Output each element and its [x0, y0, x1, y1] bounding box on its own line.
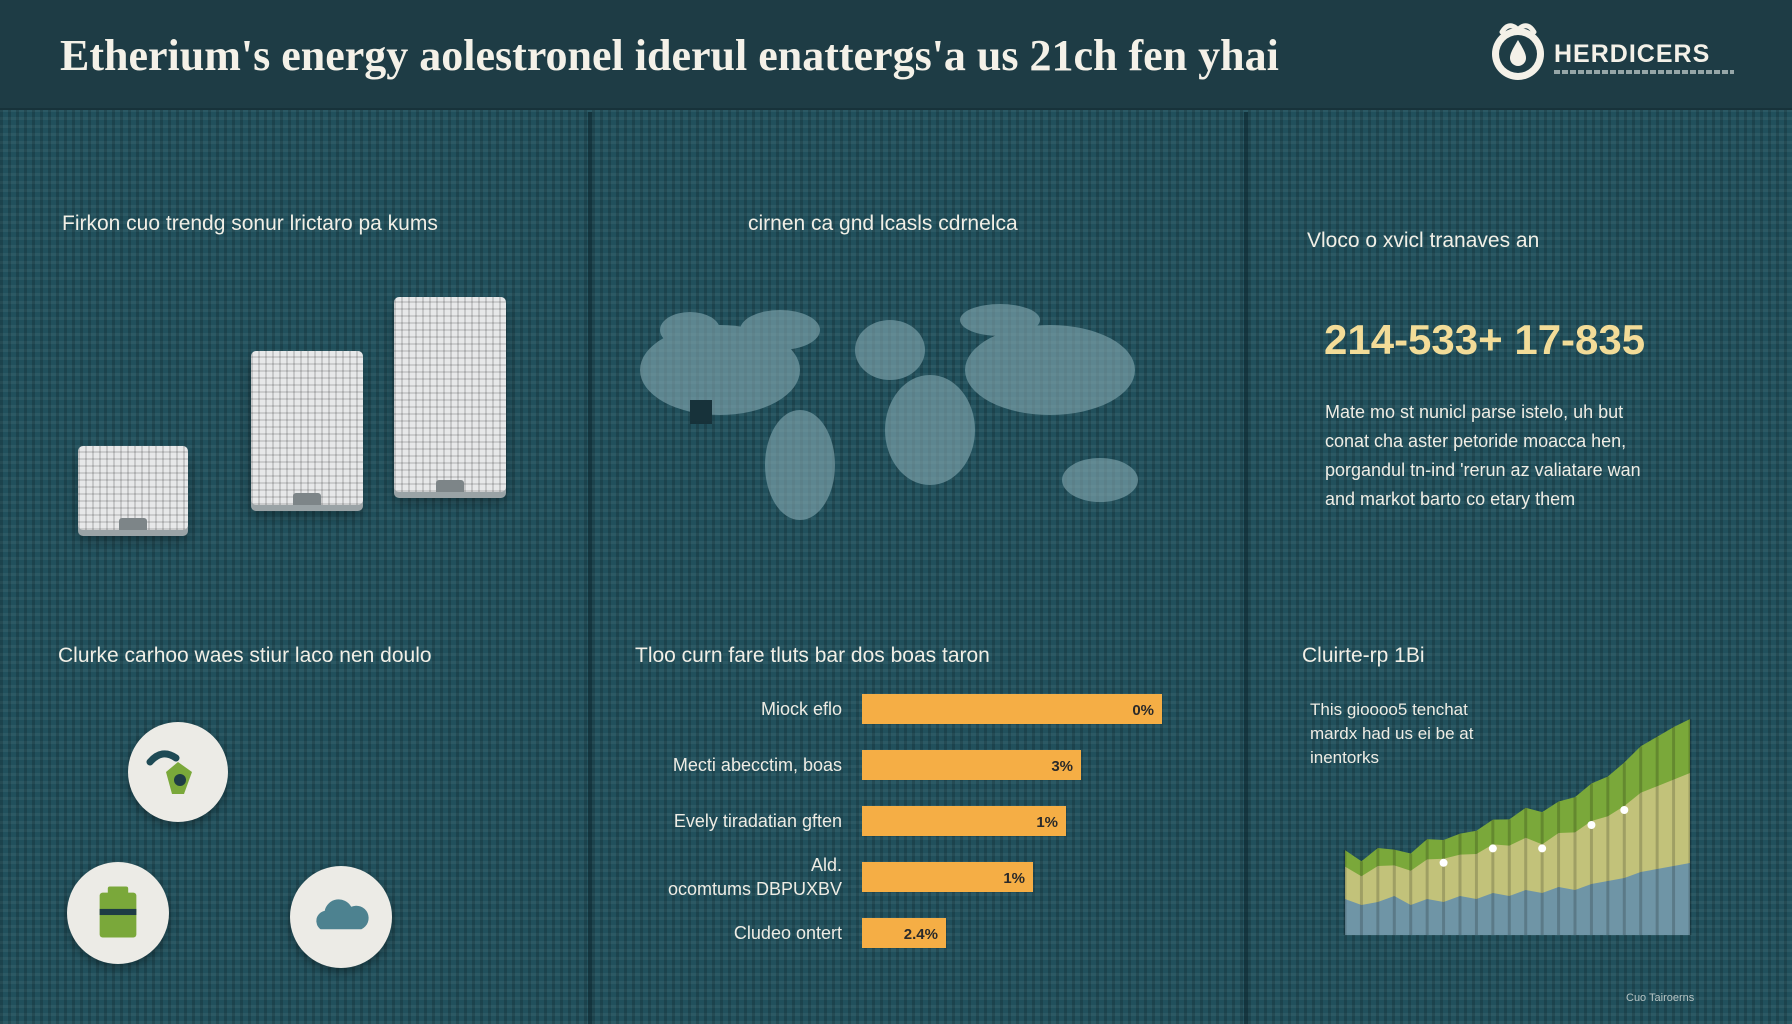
stat-paragraph-line: Mate mo st nunicl parse istelo, uh but — [1325, 402, 1624, 422]
page-title: Etherium's energy aolestronel iderul ena… — [60, 31, 1279, 80]
bar-data-label: 2.4% — [904, 926, 938, 943]
stacks-panel-title: Firkon cuo trendg sonur lrictaro pa kums — [62, 212, 438, 235]
brand-logo-icon — [1492, 23, 1544, 80]
brand-tagline-decoration — [1554, 70, 1734, 74]
chart-bar-stack-1 — [78, 446, 188, 530]
bar-category-label: Cludeo ontert — [734, 923, 842, 943]
column-divider — [1244, 112, 1248, 1024]
bar — [862, 806, 1066, 836]
brand-name: HERDICERS — [1554, 40, 1711, 68]
bar-category-label: Miock eflo — [761, 699, 842, 719]
area-marker — [1538, 844, 1547, 853]
bar-data-label: 1% — [1003, 870, 1025, 887]
bar-data-label: 1% — [1036, 814, 1058, 831]
area-chart-note-line: mardx had us ei be at — [1310, 724, 1474, 743]
area-marker — [1587, 821, 1596, 829]
cloud-icon — [290, 866, 392, 968]
chart-bar-stack-2 — [251, 351, 363, 505]
brand[interactable]: HERDICERS — [1488, 14, 1738, 94]
bar — [862, 862, 1033, 892]
stat-paragraph-line: and markot barto co etary them — [1325, 489, 1576, 509]
map-panel-title: cirnen ca gnd lcasls cdrnelca — [748, 212, 1018, 235]
bar — [862, 694, 1162, 724]
bar-category-label: Mecti abecctim, boas — [673, 755, 842, 775]
area-chart — [1343, 719, 1692, 935]
bars-panel-title: Tloo curn fare tluts bar dos boas taron — [635, 644, 990, 667]
stat-paragraph: Mate mo st nunicl parse istelo, uh but c… — [1325, 398, 1725, 514]
area-marker — [1620, 806, 1629, 814]
area-layer-blue — [1345, 863, 1690, 935]
footer-note: Cuo Tairoerns — [1626, 992, 1695, 1004]
area-chart-note: This gioooo5 tenchat mardx had us ei be … — [1310, 698, 1530, 770]
stat-panel-title: Vloco o xvicl tranaves an — [1307, 229, 1540, 252]
area-chart-note-line: This gioooo5 tenchat — [1310, 700, 1468, 719]
bar — [862, 750, 1081, 780]
area-panel-title: Cluirte-rp 1Bi — [1302, 644, 1425, 667]
stat-value: 214-533+ 17-835 — [1324, 316, 1646, 363]
world-map-graphic — [640, 304, 1138, 520]
bar-category-label: Ald. ocomtums DBPUXBV — [668, 855, 842, 899]
page-header: Etherium's energy aolestronel iderul ena… — [0, 0, 1792, 110]
bar-data-label: 0% — [1132, 702, 1154, 719]
battery-pack-icon — [67, 862, 169, 964]
bar — [862, 918, 946, 948]
stat-paragraph-line: porgandul tn-ind 'rerun az valiatare wan — [1325, 460, 1641, 480]
stat-paragraph-line: conat cha aster petoride moacca hen, — [1325, 431, 1627, 451]
area-chart-note-line: inentorks — [1310, 748, 1379, 767]
column-divider — [588, 112, 592, 1024]
icons-panel-title: Clurke carhoo waes stiur laco nen doulo — [58, 644, 432, 667]
bar-category-label: Evely tiradatian gften — [674, 811, 842, 831]
bar-data-label: 3% — [1051, 758, 1073, 775]
leaf-bug-icon — [128, 722, 228, 822]
area-marker — [1439, 858, 1448, 867]
chart-bar-stack-3 — [394, 297, 506, 492]
horizontal-bar-chart: Miock eflo 0% Mecti abecctim, boas 3% Evely … — [668, 694, 1162, 948]
area-marker — [1488, 844, 1497, 853]
